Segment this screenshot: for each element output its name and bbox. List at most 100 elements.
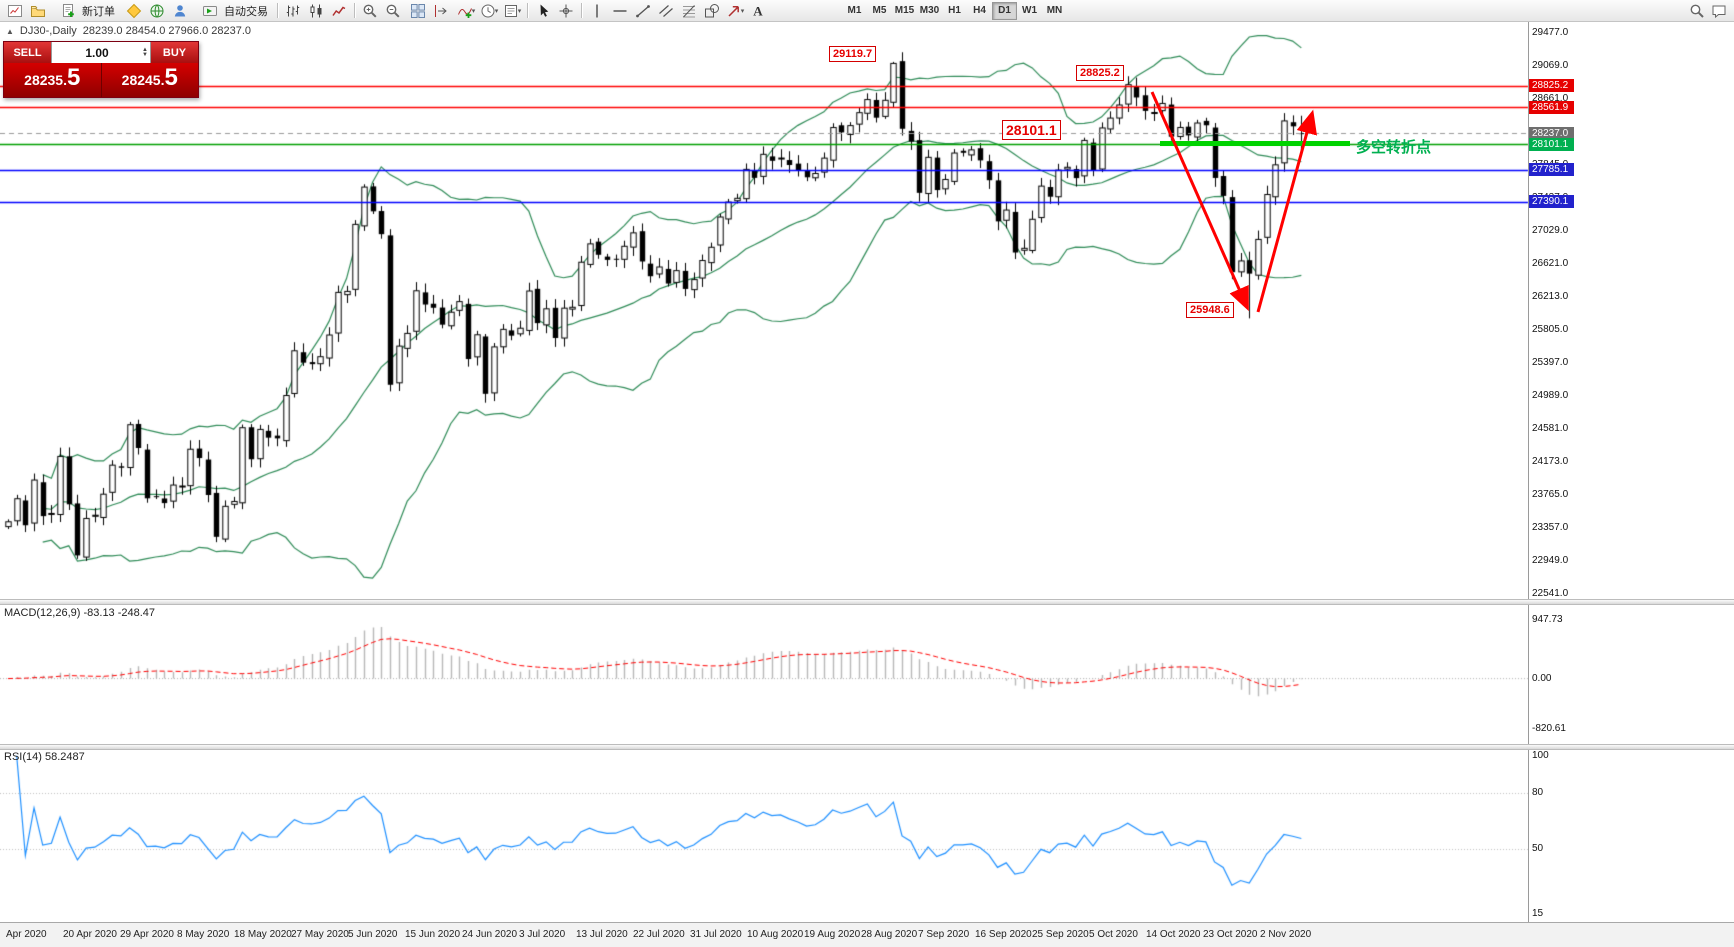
scale-label: 25397.0 [1532,357,1569,368]
timeframe-button-d1[interactable]: D1 [992,1,1017,20]
arrow-icon[interactable]: ▾ [724,1,746,20]
date-label: 24 Jun 2020 [462,929,518,940]
macd-splitter[interactable] [0,599,1734,605]
chat-icon[interactable] [1708,1,1730,20]
channel-icon[interactable] [655,1,677,20]
timeframe-button-mn[interactable]: MN [1046,5,1063,16]
autotrading-button[interactable]: 自动交易 [194,1,273,20]
pivot-thick-line[interactable] [1160,141,1350,146]
timeframe-button-m30[interactable]: M30 [919,5,940,16]
scale-label: 29477.0 [1532,27,1569,38]
chart-profiles-icon[interactable] [27,1,49,20]
scale-label: 22949.0 [1532,555,1569,566]
date-label: 5 Jun 2020 [348,929,398,940]
date-label: 13 Jul 2020 [576,929,628,940]
metaeditor-icon[interactable] [123,1,145,20]
time-axis[interactable]: Apr 2020 20 Apr 2020 29 Apr 2020 8 May 2020… [0,922,1734,947]
date-label: 29 Apr 2020 [120,929,174,940]
cursor-icon[interactable] [532,1,554,20]
new-chart-icon[interactable] [4,1,26,20]
date-label: 7 Sep 2020 [918,929,970,940]
chart-title: DJ30-,Daily [19,25,77,37]
scale-label: 25805.0 [1532,324,1569,335]
zoom-in-icon[interactable] [359,1,381,20]
scale-label: 23765.0 [1532,489,1569,500]
templates-icon[interactable]: ▾ [501,1,523,20]
price-scale[interactable]: 29477.029069.028661.028253.027845.027437… [1529,0,1589,947]
date-label: 8 May 2020 [177,929,230,940]
timeframe-toolbar: M1 M5 M15 M30 H1 H4 D1 W1 MN [842,1,1067,20]
toolbar-separator [354,3,355,18]
svg-text:A: A [753,3,763,18]
buy-price[interactable]: 28245. 5 [100,63,199,97]
volume-value: 1.00 [85,45,109,60]
autotrade-icon[interactable] [199,1,221,20]
scale-label: 26213.0 [1532,291,1569,302]
date-label: 27 May 2020 [291,929,349,940]
date-label: 14 Oct 2020 [1146,929,1201,940]
price-marker: 28825.2 [1529,79,1574,93]
zoom-out-icon[interactable] [382,1,404,20]
timeframe-button-m15[interactable]: M15 [894,5,915,16]
one-click-collapse-icon[interactable]: ▲ [6,26,14,36]
new-order-button[interactable]: 新订单 [52,1,120,20]
date-label: 18 May 2020 [234,929,292,940]
chart-ohlc-values: 28239.0 28454.0 27966.0 28237.0 [82,25,251,37]
dropdown-caret-icon: ▾ [471,7,476,15]
annotation-pivot-note[interactable]: 多空转折点 [1356,139,1432,156]
dropdown-caret-icon: ▾ [517,7,522,15]
date-label: 23 Oct 2020 [1203,929,1258,940]
timeframe-button-m1[interactable]: M1 [847,5,862,16]
price-marker: 28101.1 [1529,137,1574,151]
text-icon[interactable]: A [747,1,769,20]
date-label: 16 Sep 2020 [975,929,1032,940]
timeframe-button-w1[interactable]: W1 [1022,5,1037,16]
annotation-resistance[interactable]: 28825.2 [1076,65,1124,81]
timeframe-button-h1[interactable]: H1 [948,5,961,16]
date-label: 5 Oct 2020 [1089,929,1138,940]
date-label: 22 Jul 2020 [633,929,685,940]
timeframe-button-m5[interactable]: M5 [872,5,887,16]
volume-up-icon[interactable]: ▲ [142,46,148,53]
volume-field[interactable]: 1.00 ▲ ▼ [51,42,151,63]
rsi-splitter[interactable] [0,744,1734,750]
date-label: 2 Nov 2020 [1260,929,1312,940]
scale-label: 26621.0 [1532,258,1569,269]
indicators-icon[interactable]: ▾ [455,1,477,20]
line-chart-icon[interactable] [328,1,350,20]
community-icon[interactable] [169,1,191,20]
annotation-pivot[interactable]: 28101.1 [1002,120,1061,140]
new-order-icon[interactable] [57,1,79,20]
scale-label: 0.00 [1532,672,1552,684]
horizontal-line-icon[interactable] [609,1,631,20]
bars-chart-icon[interactable] [282,1,304,20]
dropdown-caret-icon: ▾ [494,7,499,15]
vertical-line-icon[interactable] [586,1,608,20]
date-label: 20 Apr 2020 [63,929,117,940]
search-icon[interactable] [1686,1,1708,20]
candlestick-chart-icon[interactable] [305,1,327,20]
scale-label: 947.73 [1532,614,1563,626]
toolbar-separator [277,3,278,18]
annotation-swing-low[interactable]: 25948.6 [1186,302,1234,318]
buy-button[interactable]: BUY [151,42,198,63]
periods-icon[interactable]: ▾ [478,1,500,20]
sell-button[interactable]: SELL [4,42,51,63]
auto-arrange-icon[interactable] [407,1,429,20]
date-label: 19 Aug 2020 [804,929,861,940]
date-label: 28 Aug 2020 [861,929,918,940]
chart-shift-icon[interactable] [430,1,452,20]
date-label: 15 Jun 2020 [405,929,461,940]
timeframe-button-h4[interactable]: H4 [973,5,986,16]
market-icon[interactable] [146,1,168,20]
annotation-swing-high[interactable]: 29119.7 [829,46,877,62]
price-marker: 28561.9 [1529,100,1574,114]
crosshair-icon[interactable] [555,1,577,20]
volume-down-icon[interactable]: ▼ [142,51,148,58]
sell-price[interactable]: 28235. 5 [24,64,81,91]
shapes-icon[interactable] [701,1,723,20]
fibonacci-icon[interactable] [678,1,700,20]
trendline-icon[interactable] [632,1,654,20]
